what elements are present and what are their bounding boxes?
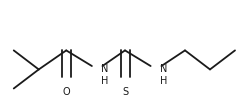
Text: H: H [160, 76, 168, 86]
Text: N: N [101, 64, 109, 74]
Text: H: H [101, 76, 109, 86]
Text: S: S [122, 87, 128, 97]
Text: O: O [62, 87, 70, 97]
Text: N: N [160, 64, 168, 74]
